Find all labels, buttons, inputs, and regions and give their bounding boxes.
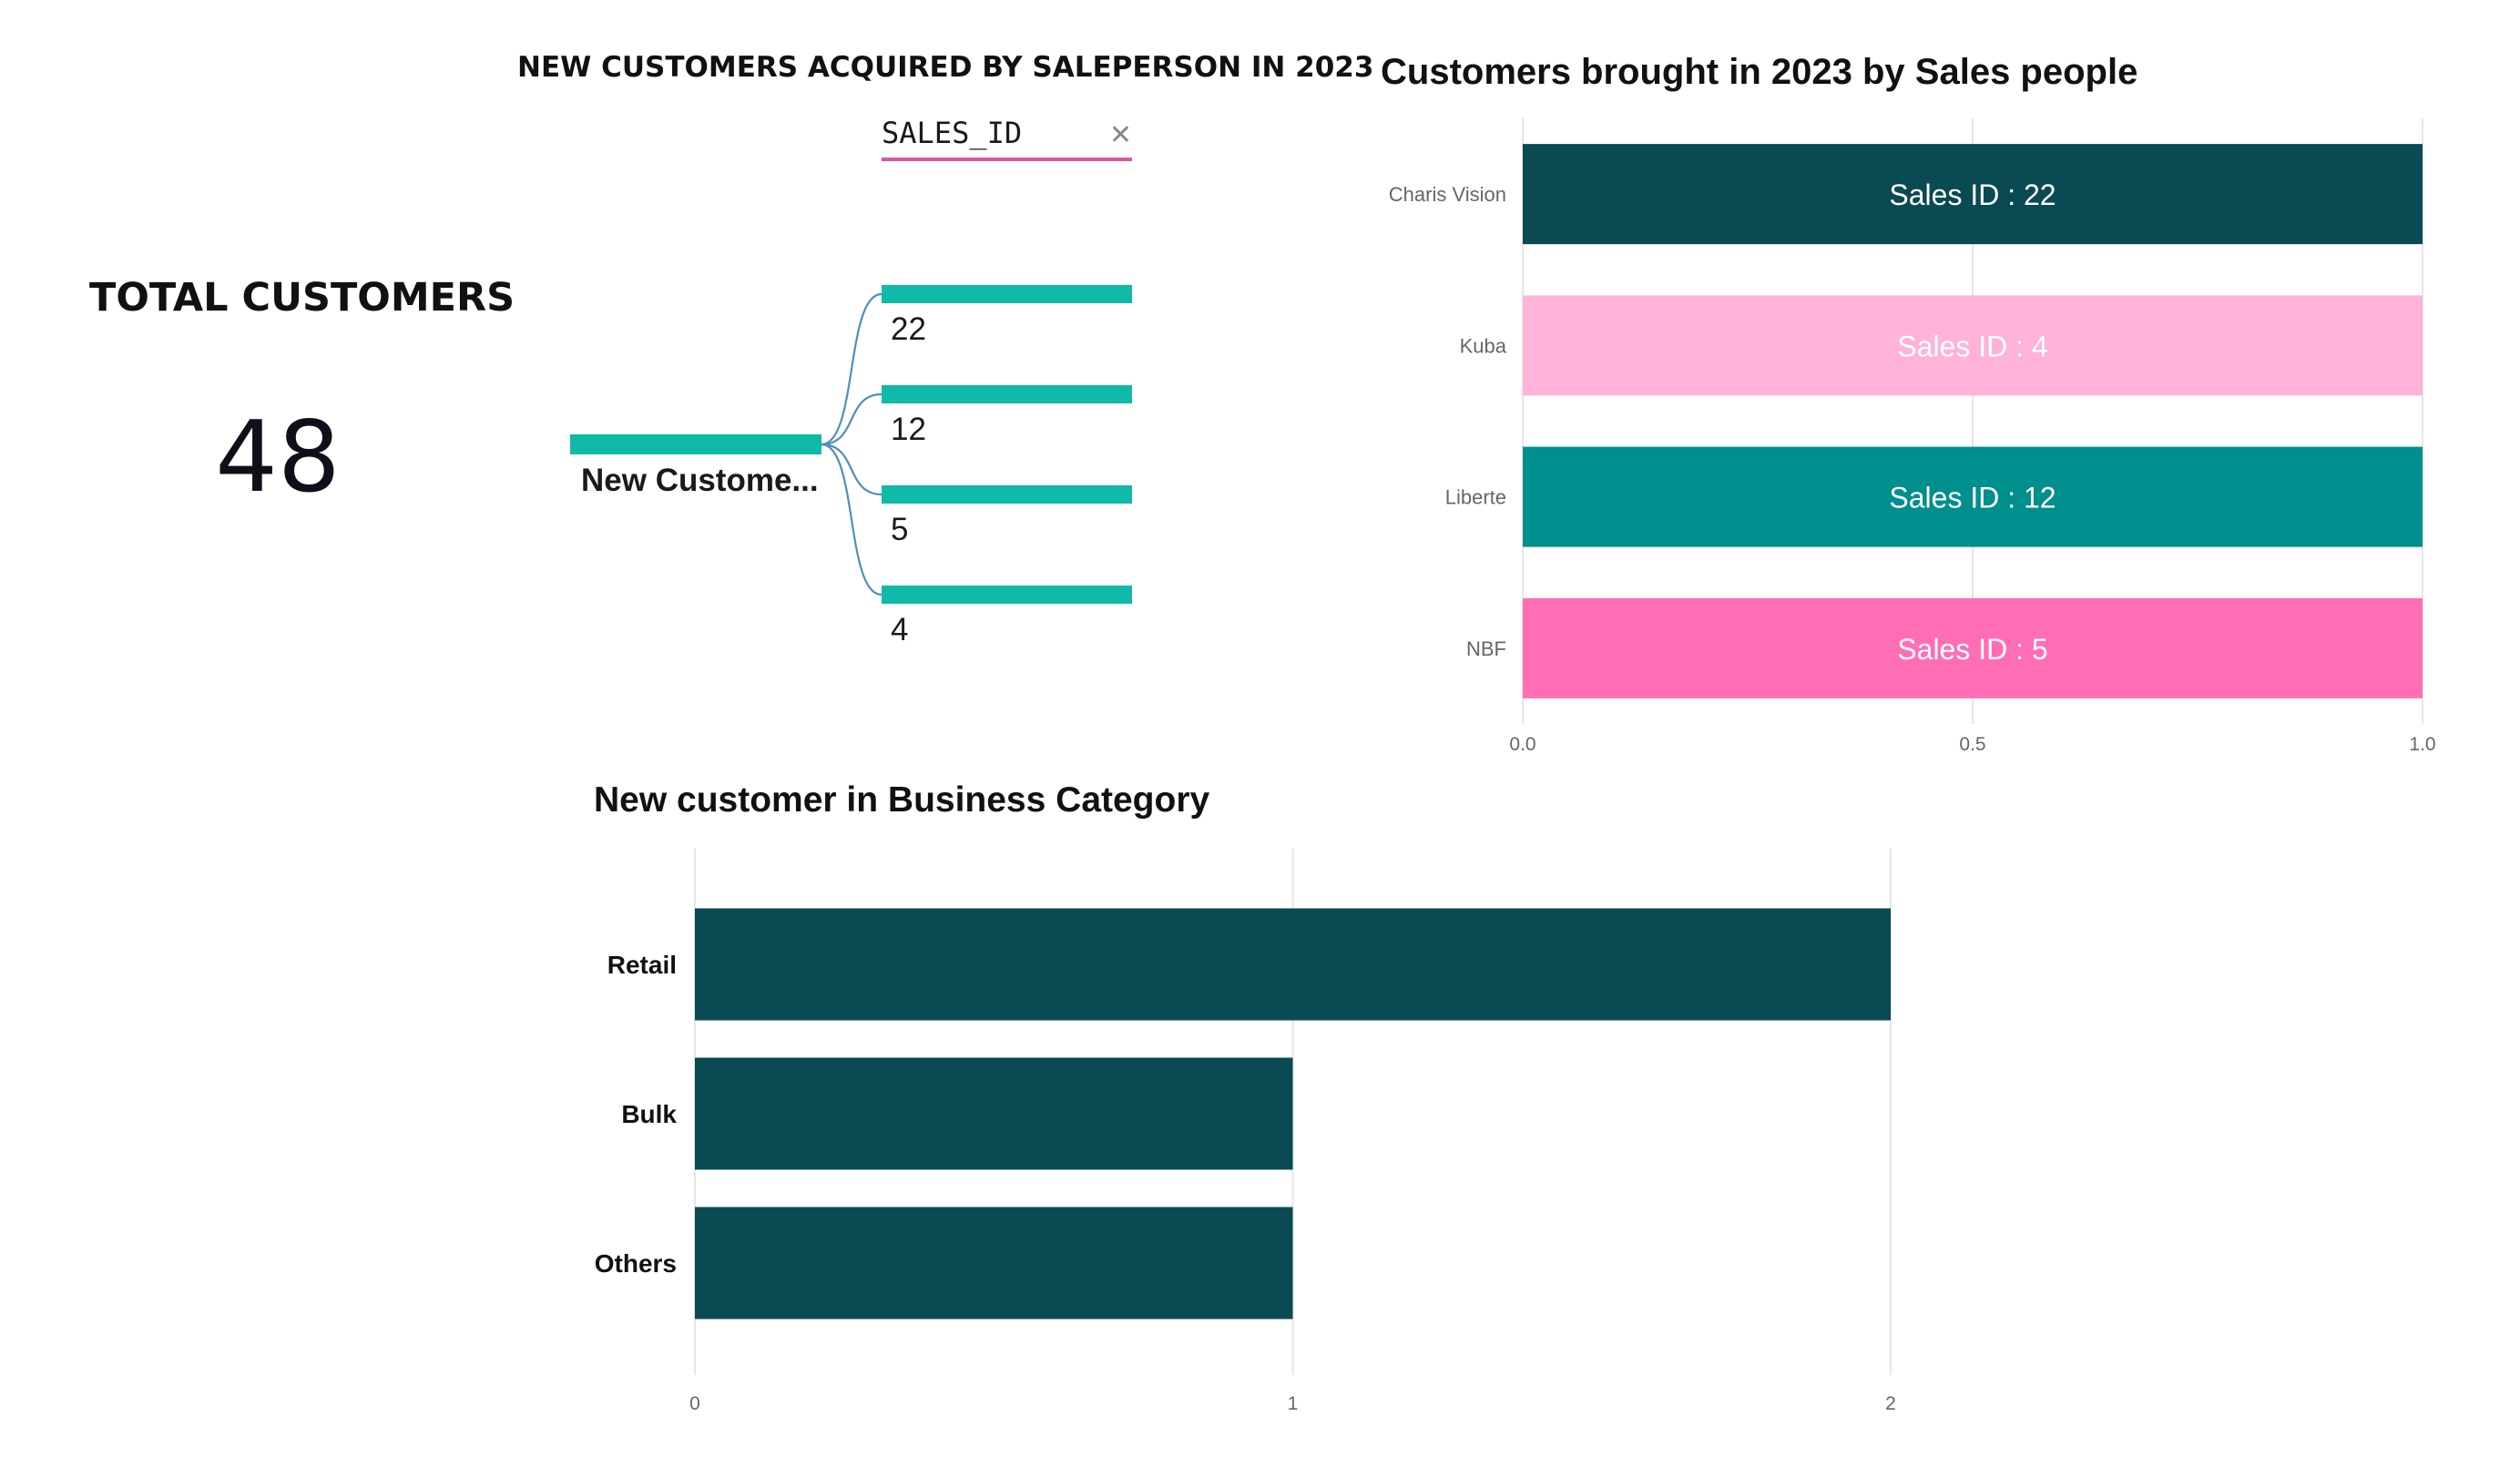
chart1-data-label: Sales ID : 22: [1889, 178, 2056, 211]
chart2-y-category-label: Bulk: [621, 1100, 677, 1128]
tree-node-bar[interactable]: [882, 485, 1132, 504]
tree-node-label: 22: [891, 311, 926, 347]
chart2-title: New customer in Business Category: [594, 780, 1210, 820]
chart1-x-tick-label: 0.0: [1509, 734, 1535, 755]
chart1-bar[interactable]: [1523, 597, 2423, 698]
chart2-bar[interactable]: [695, 1207, 1293, 1319]
tree-node-label: 5: [891, 512, 908, 547]
tree-link: [821, 443, 883, 596]
chart1-bar[interactable]: [1523, 144, 2423, 245]
tree-root-label: New Custome...: [581, 463, 819, 498]
chart1-data-label: Sales ID : 4: [1897, 330, 2047, 362]
chart1-bar[interactable]: [1523, 295, 2423, 396]
tree-node-label: 4: [891, 612, 908, 647]
tree-node-label: 12: [891, 412, 926, 447]
kpi-value: 48: [215, 401, 341, 515]
chart1-x-tick-label: 1.0: [2409, 734, 2435, 755]
tree-node-bar[interactable]: [882, 586, 1132, 604]
chart1-y-category-label: Liberte: [1445, 486, 1506, 509]
tree-node-bar[interactable]: [882, 385, 1132, 403]
chart2-x-tick-label: 1: [1288, 1393, 1299, 1414]
chart2-x-tick-label: 0: [689, 1393, 700, 1414]
tree-root-bar[interactable]: [570, 434, 821, 454]
chart1-y-category-label: Charis Vision: [1389, 183, 1506, 206]
close-icon[interactable]: ✕: [1108, 119, 1132, 151]
chart1-title: Customers brought in 2023 by Sales peopl…: [1381, 52, 2137, 92]
chart2-x-tick-label: 2: [1885, 1393, 1896, 1414]
chart1-y-category-label: Kuba: [1460, 334, 1507, 357]
chart2-y-category-label: Retail: [607, 951, 677, 979]
chart1-data-label: Sales ID : 12: [1889, 482, 2056, 515]
tree-link: [821, 443, 883, 496]
chart2-bar[interactable]: [695, 1057, 1293, 1170]
chart1-x-tick-label: 0.5: [1959, 734, 1985, 755]
chart1-data-label: Sales ID : 5: [1897, 633, 2047, 666]
tree-node-bar[interactable]: [882, 285, 1132, 303]
filter-label: SALES_ID: [882, 116, 1023, 150]
tree-link: [821, 292, 883, 446]
tree-link: [821, 392, 883, 446]
decomposition-title: NEW CUSTOMERS ACQUIRED BY SALEPERSON IN …: [517, 51, 1374, 84]
kpi-title: TOTAL CUSTOMERS: [89, 275, 515, 321]
chart2-bar[interactable]: [695, 908, 1891, 1021]
chart2-y-category-label: Others: [595, 1249, 677, 1278]
sales-id-filter-chip[interactable]: SALES_ID ✕: [882, 114, 1132, 161]
chart1-y-category-label: NBF: [1466, 637, 1506, 660]
chart1-bar[interactable]: [1523, 446, 2423, 547]
